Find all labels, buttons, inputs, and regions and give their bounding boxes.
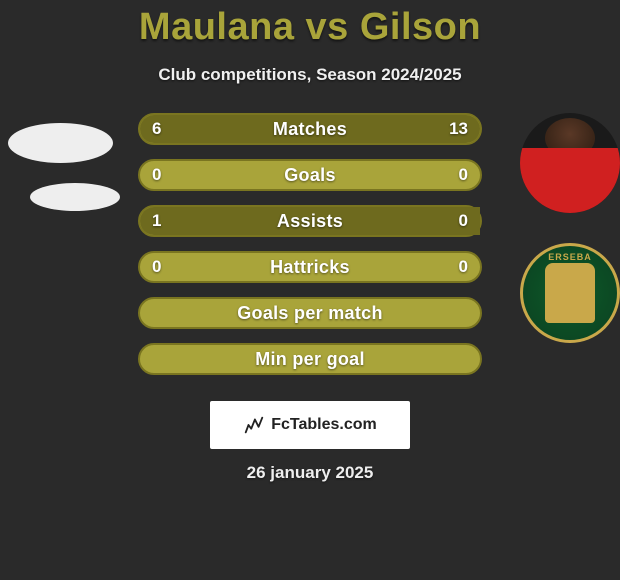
bar-label: Min per goal [140, 349, 480, 370]
left-player-photo-placeholder [8, 123, 113, 163]
bar-left-value: 1 [152, 211, 161, 231]
page-title: Maulana vs Gilson [0, 0, 620, 49]
bar-label: Hattricks [140, 257, 480, 278]
club-badge-inner-shape [545, 263, 595, 323]
bar-label: Assists [140, 211, 480, 232]
stat-bars-container: 6Matches130Goals01Assists00Hattricks0Goa… [138, 113, 482, 389]
stat-bar-row: Goals per match [138, 297, 482, 329]
fctables-logo-icon [243, 414, 265, 436]
right-player-photo [520, 113, 620, 213]
bar-left-value: 0 [152, 257, 161, 277]
stat-bar-row: 6Matches13 [138, 113, 482, 145]
stat-bar-row: Min per goal [138, 343, 482, 375]
left-club-badge-placeholder [30, 183, 120, 211]
right-player-avatars: ERSEBA [520, 113, 620, 343]
left-player-avatars [8, 113, 120, 211]
subtitle: Club competitions, Season 2024/2025 [0, 65, 620, 85]
bar-label: Matches [140, 119, 480, 140]
bar-left-value: 6 [152, 119, 161, 139]
date-line: 26 january 2025 [0, 463, 620, 483]
bar-label: Goals per match [140, 303, 480, 324]
bar-left-value: 0 [152, 165, 161, 185]
stat-bar-row: 1Assists0 [138, 205, 482, 237]
fctables-label: FcTables.com [271, 416, 377, 434]
fctables-badge[interactable]: FcTables.com [210, 401, 410, 449]
club-badge-text: ERSEBA [523, 252, 617, 262]
stat-bar-row: 0Hattricks0 [138, 251, 482, 283]
bar-label: Goals [140, 165, 480, 186]
bar-right-value: 0 [459, 257, 468, 277]
bar-right-value: 0 [459, 211, 468, 231]
bar-right-value: 0 [459, 165, 468, 185]
stat-bar-row: 0Goals0 [138, 159, 482, 191]
bar-right-value: 13 [449, 119, 468, 139]
player-jersey-shape [520, 148, 620, 213]
right-club-badge: ERSEBA [520, 243, 620, 343]
comparison-area: ERSEBA 6Matches130Goals01Assists00Hattri… [0, 113, 620, 393]
